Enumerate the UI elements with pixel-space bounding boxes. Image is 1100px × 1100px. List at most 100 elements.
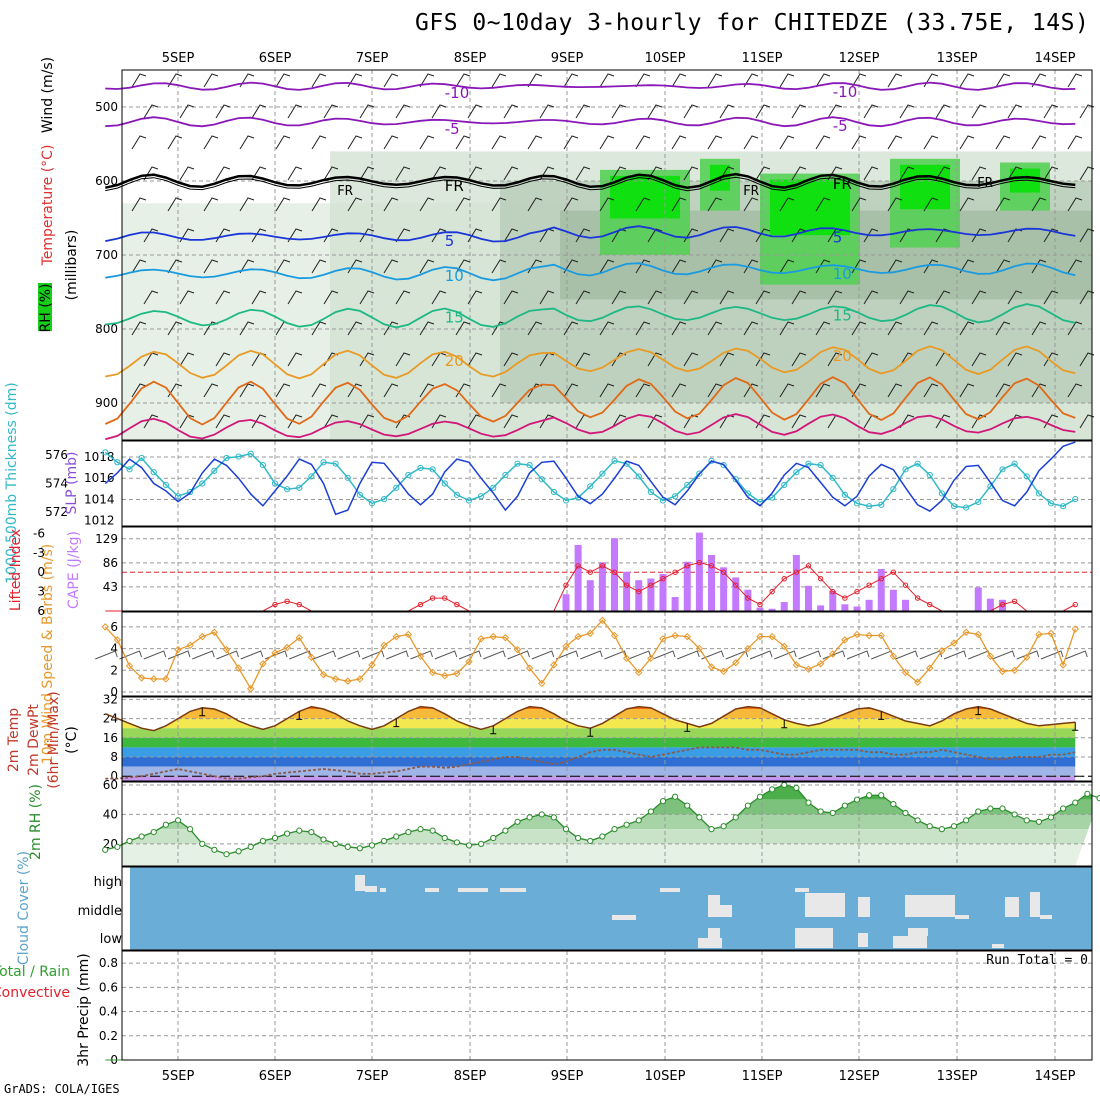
wind-barb-10m xyxy=(119,650,142,660)
cloud-block xyxy=(708,895,720,917)
rh-point xyxy=(441,834,448,842)
wind-barb xyxy=(1007,104,1023,119)
wind-barb xyxy=(779,73,795,88)
wind-barb xyxy=(383,383,399,398)
wind-barb xyxy=(791,352,807,367)
minmax-axis-label: (6hr Min/Max) xyxy=(46,691,62,788)
slp-tick-label: 1012 xyxy=(84,514,115,528)
rh-point xyxy=(259,837,266,845)
wind-barb xyxy=(143,104,159,119)
wind-barb xyxy=(215,104,231,119)
rh-point xyxy=(635,817,642,824)
wind-speed-point xyxy=(513,645,522,654)
thickness-point xyxy=(914,460,921,467)
thickness-point xyxy=(781,481,788,489)
wind-barb xyxy=(863,352,879,367)
wind-speed-point xyxy=(719,667,728,676)
lifted-index-point xyxy=(442,595,448,601)
rh-point xyxy=(938,826,945,833)
wind-barb xyxy=(899,166,915,181)
wind-barb xyxy=(239,321,255,336)
wind-barb xyxy=(1007,290,1023,305)
rh-point xyxy=(829,809,836,817)
wind-barb xyxy=(167,197,183,212)
wind-barb xyxy=(503,290,519,305)
precip-tick-label: 0.8 xyxy=(99,956,118,970)
thickness-point xyxy=(999,466,1006,473)
wind-barb xyxy=(959,321,975,336)
cape-bar xyxy=(720,567,728,611)
wind-barb xyxy=(539,104,555,119)
rh-point xyxy=(1084,790,1091,797)
wind-barb xyxy=(203,135,219,150)
run-total-label: Run Total = 0 xyxy=(986,953,1088,968)
wind-barb xyxy=(635,321,651,336)
freezing-label: FR xyxy=(743,184,759,199)
wind-speed-point xyxy=(295,634,303,642)
wind-barb xyxy=(503,228,519,243)
cloud-panel xyxy=(121,866,1093,951)
cloud-block xyxy=(708,928,720,948)
wind-barb xyxy=(683,352,699,367)
rh-point xyxy=(720,823,727,830)
cape-tick-label: 129 xyxy=(95,532,118,546)
rh-point xyxy=(1060,805,1067,812)
wind-barb xyxy=(251,228,267,243)
wind-barb xyxy=(419,197,435,212)
lifted-index-point xyxy=(648,582,654,588)
temp-band xyxy=(122,757,1076,767)
wind-speed-point xyxy=(780,642,788,651)
wind-barb-10m xyxy=(531,650,555,660)
wind-barb xyxy=(383,135,399,150)
wind-barb xyxy=(671,73,687,88)
wind-barb xyxy=(491,73,507,88)
wind-speed-point xyxy=(889,652,898,660)
isotherm-label: FR xyxy=(833,175,852,193)
cloud-block xyxy=(1030,892,1040,917)
rh-point xyxy=(781,781,788,789)
thickness-tick-label: 576 xyxy=(45,448,68,462)
wind-barb xyxy=(863,166,879,181)
thickness-point xyxy=(381,495,388,503)
lifted-index-point xyxy=(927,601,933,608)
thickness-point xyxy=(1060,503,1067,510)
isotherm-label: FR xyxy=(445,177,464,195)
rh-point xyxy=(890,801,897,808)
wind-barb xyxy=(395,228,411,243)
wind-barb xyxy=(851,135,867,150)
thickness-point xyxy=(1023,473,1030,480)
wind-speed-point xyxy=(174,645,182,654)
day-label-bottom: 10SEP xyxy=(645,1069,686,1084)
wind-speed-point xyxy=(562,642,570,651)
wind-barb xyxy=(419,259,435,274)
wind-barb-10m xyxy=(749,650,773,660)
rh-point xyxy=(235,848,242,855)
wind-barb xyxy=(971,228,987,243)
wind-barb xyxy=(611,228,627,243)
wind-barb xyxy=(743,197,759,212)
wind-barb xyxy=(203,259,219,274)
isotherm-label: 20 xyxy=(833,347,852,365)
wind-speed-point xyxy=(792,661,801,669)
wind-barb-10m xyxy=(628,650,652,660)
temp-band xyxy=(122,737,1076,748)
wind-speed-point xyxy=(465,657,473,666)
rh-point xyxy=(187,826,194,833)
wind-barb xyxy=(671,383,687,398)
wind-barb xyxy=(455,135,471,150)
isotherm-label: 20 xyxy=(445,352,464,370)
precip-total-label: Total / Rain xyxy=(0,964,70,980)
wind-barb xyxy=(467,290,483,305)
wind-speed-point xyxy=(307,653,316,661)
wind-barb xyxy=(503,104,519,119)
wind-barb-10m xyxy=(1065,650,1088,660)
wind-barb xyxy=(863,290,879,305)
wind-speed-point xyxy=(974,630,982,639)
slp-axis-label: SLP (mb) xyxy=(64,451,80,514)
rh-point xyxy=(320,836,327,843)
rh-point xyxy=(514,818,521,825)
wind-barb xyxy=(611,166,627,181)
thickness-point xyxy=(174,493,182,500)
isotherm-30 xyxy=(105,413,1076,441)
thickness-point xyxy=(259,461,266,469)
